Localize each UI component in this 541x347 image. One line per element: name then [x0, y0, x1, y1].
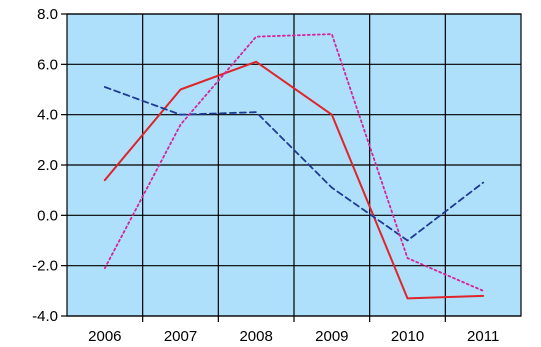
x-tick-label: 2007: [164, 328, 197, 345]
x-tick-label: 2008: [239, 328, 272, 345]
y-axis: 8.0 6.0 4.0 2.0 0.0 -2.0 -4.0: [32, 6, 67, 325]
y-tick-label: -4.0: [32, 308, 58, 325]
y-tick-label: 6.0: [37, 56, 58, 73]
x-axis: 2006 2007 2008 2009 2010 2011: [88, 316, 499, 345]
y-tick-label: -2.0: [32, 258, 58, 275]
series-line-2: [103, 86, 485, 242]
y-tick-label: 0.0: [37, 207, 58, 224]
x-tick-label: 2009: [315, 328, 348, 345]
series-line-3: [103, 33, 485, 292]
x-tick-label: 2011: [467, 328, 499, 345]
y-tick-label: 2.0: [37, 157, 58, 174]
y-tick-label: 4.0: [37, 107, 58, 124]
x-tick-label: 2010: [391, 328, 424, 345]
grid-lines: [67, 13, 521, 317]
x-tick-label: 2006: [88, 328, 121, 345]
plot-area: [66, 13, 522, 317]
y-tick-label: 8.0: [37, 6, 58, 23]
series-layer: [103, 33, 485, 300]
series-line-1: [103, 60, 485, 300]
